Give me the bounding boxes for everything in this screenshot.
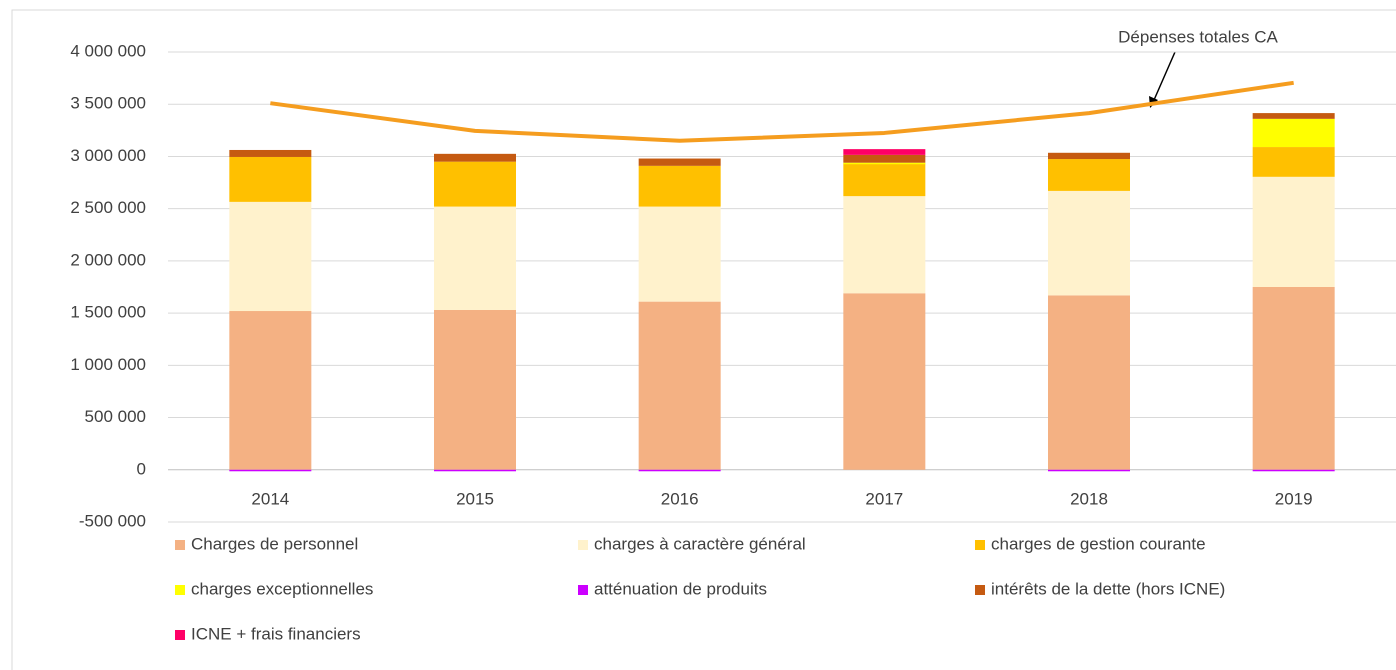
y-tick-label: 2 000 000 bbox=[70, 250, 146, 269]
y-tick-label: 4 000 000 bbox=[70, 41, 146, 60]
bar-segment bbox=[434, 206, 516, 310]
bar-segment bbox=[229, 149, 312, 157]
y-tick-label: 2 500 000 bbox=[70, 198, 146, 217]
bar-segment bbox=[1252, 469, 1335, 472]
bar-segment bbox=[1048, 159, 1130, 191]
legend-label: intérêts de la dette (hors ICNE) bbox=[991, 579, 1225, 598]
bar-segment bbox=[1048, 152, 1130, 160]
bar-segment bbox=[1252, 147, 1335, 177]
x-tick-label: 2016 bbox=[661, 489, 699, 508]
y-tick-label: 3 000 000 bbox=[70, 146, 146, 165]
bar-segment bbox=[229, 156, 312, 202]
x-tick-label: 2017 bbox=[865, 489, 903, 508]
bar-segment bbox=[638, 206, 721, 302]
x-tick-label: 2018 bbox=[1070, 489, 1108, 508]
y-tick-label: -500 000 bbox=[79, 511, 146, 530]
total-line bbox=[270, 80, 1294, 143]
bar-segment bbox=[1252, 176, 1335, 287]
legend-label: charges de gestion courante bbox=[991, 534, 1206, 553]
bar-segment bbox=[229, 311, 312, 470]
bar-segment bbox=[1252, 287, 1335, 470]
annotation: Dépenses totales CA bbox=[1118, 27, 1278, 46]
legend-label: Charges de personnel bbox=[191, 534, 358, 553]
y-tick-label: 3 500 000 bbox=[70, 94, 146, 113]
legend-label: charges exceptionnelles bbox=[191, 579, 373, 598]
bar-segment bbox=[638, 165, 721, 207]
bar-segment bbox=[1252, 113, 1335, 119]
legend-label: charges à caractère général bbox=[594, 534, 806, 553]
bar-segment bbox=[434, 469, 516, 472]
bar-segment bbox=[843, 154, 926, 163]
bar-segment bbox=[434, 153, 516, 162]
legend-swatch bbox=[175, 540, 185, 550]
legend-label: atténuation de produits bbox=[594, 579, 767, 598]
legend-swatch bbox=[175, 585, 185, 595]
x-tick-label: 2019 bbox=[1275, 489, 1313, 508]
legend-swatch bbox=[975, 585, 985, 595]
bar-segment bbox=[843, 163, 926, 197]
bar-segment bbox=[638, 469, 721, 472]
bar-segment bbox=[434, 161, 516, 207]
legend-swatch bbox=[578, 540, 588, 550]
bar-segment bbox=[1048, 295, 1130, 470]
y-tick-label: 500 000 bbox=[85, 407, 146, 426]
x-tick-label: 2015 bbox=[456, 489, 494, 508]
bar-segment bbox=[1048, 469, 1130, 472]
y-tick-label: 1 000 000 bbox=[70, 355, 146, 374]
bar-segment bbox=[229, 469, 312, 472]
legend-swatch bbox=[975, 540, 985, 550]
y-tick-label: 1 500 000 bbox=[70, 303, 146, 322]
bar-segment bbox=[843, 293, 926, 470]
bar-segment bbox=[843, 149, 926, 155]
bar-segment bbox=[638, 158, 721, 166]
legend-swatch bbox=[175, 630, 185, 640]
bar-segment bbox=[1048, 190, 1130, 296]
x-tick-label: 2014 bbox=[251, 489, 289, 508]
annotation-arrow bbox=[1153, 51, 1176, 101]
bar-segment bbox=[434, 309, 516, 470]
bar-segment bbox=[843, 162, 926, 165]
bar-segment bbox=[1252, 118, 1335, 148]
bar-segment bbox=[843, 196, 926, 294]
y-tick-label: 0 bbox=[137, 459, 146, 478]
legend-label: ICNE + frais financiers bbox=[191, 624, 361, 643]
legend-swatch bbox=[578, 585, 588, 595]
bar-segment bbox=[229, 201, 312, 312]
bar-segment bbox=[638, 301, 721, 470]
